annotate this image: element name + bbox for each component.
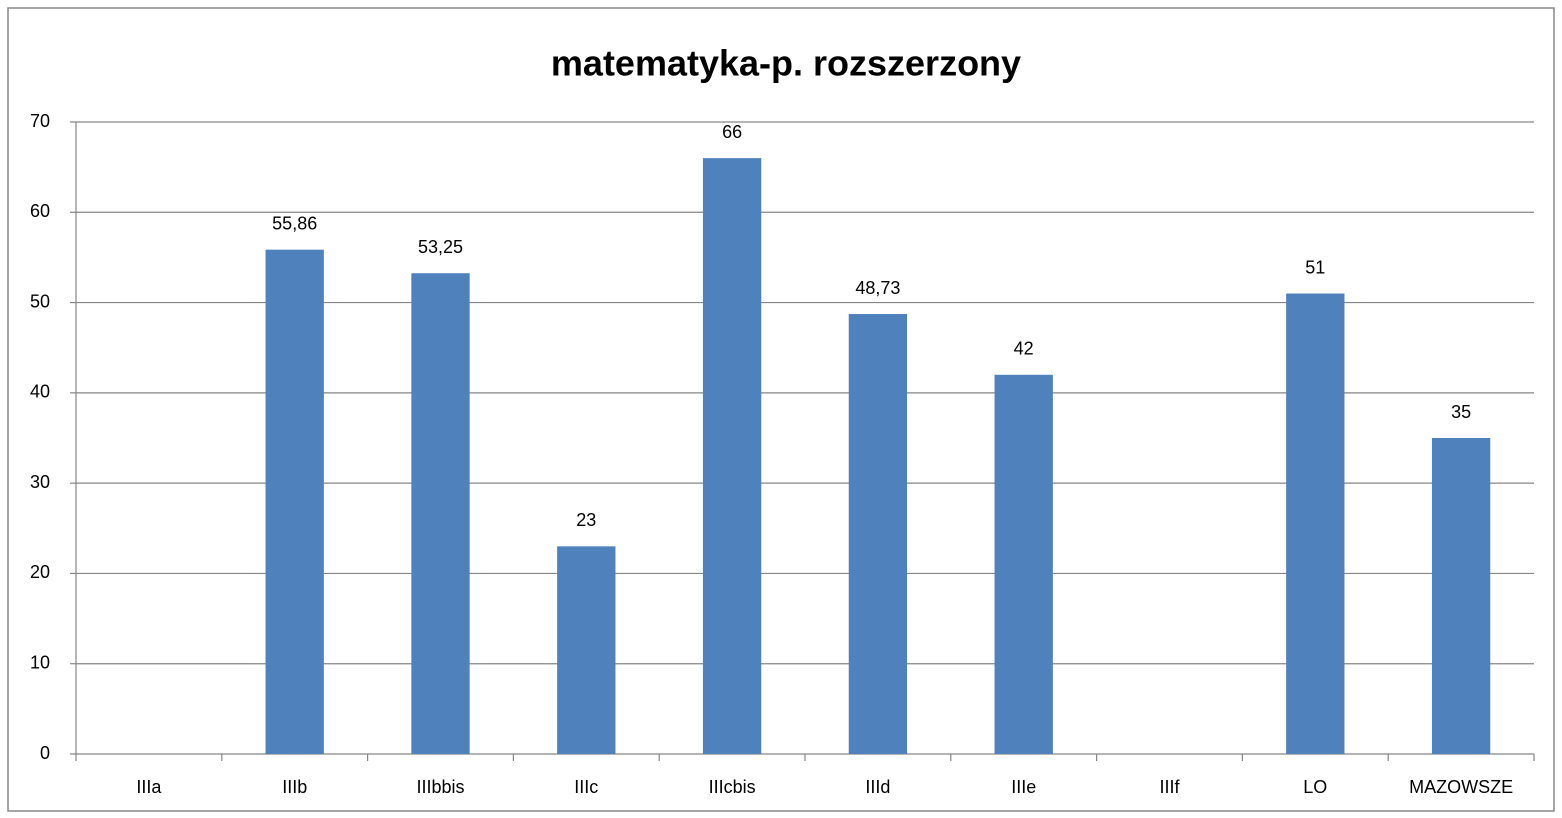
x-tick-label: IIIf bbox=[1159, 777, 1180, 797]
bar bbox=[994, 374, 1053, 754]
bar bbox=[411, 273, 470, 754]
y-tick-label: 30 bbox=[30, 472, 50, 492]
x-tick-label: IIIe bbox=[1011, 777, 1036, 797]
data-label: 55,86 bbox=[272, 213, 317, 233]
x-tick-label: IIIb bbox=[282, 777, 307, 797]
y-tick-label: 60 bbox=[30, 201, 50, 221]
data-label: 23 bbox=[576, 510, 596, 530]
bar bbox=[848, 314, 908, 754]
data-label: 42 bbox=[1014, 339, 1034, 359]
x-tick-label: IIIc bbox=[574, 777, 598, 797]
bar bbox=[557, 546, 616, 754]
chart-title: matematyka-p. rozszerzony bbox=[551, 43, 1021, 84]
x-tick-label: LO bbox=[1303, 777, 1327, 797]
x-tick-label: IIIcbis bbox=[709, 777, 756, 797]
y-tick-label: 0 bbox=[40, 743, 50, 763]
data-label: 35 bbox=[1451, 402, 1471, 422]
data-label: 48,73 bbox=[855, 278, 900, 298]
data-label: 53,25 bbox=[418, 237, 463, 257]
x-tick-label: IIIa bbox=[136, 777, 162, 797]
x-tick-label: IIIbbis bbox=[416, 777, 464, 797]
y-tick-label: 40 bbox=[30, 382, 50, 402]
data-label: 66 bbox=[722, 122, 742, 142]
y-tick-label: 20 bbox=[30, 562, 50, 582]
y-tick-label: 70 bbox=[30, 111, 50, 131]
bar bbox=[1431, 438, 1491, 754]
x-tick-label: MAZOWSZE bbox=[1409, 777, 1513, 797]
data-label: 51 bbox=[1305, 257, 1325, 277]
bar bbox=[1286, 293, 1345, 754]
bar bbox=[265, 249, 324, 754]
y-tick-label: 10 bbox=[30, 652, 50, 672]
bar bbox=[702, 158, 762, 755]
x-tick-label: IIId bbox=[865, 777, 890, 797]
y-tick-label: 50 bbox=[30, 291, 50, 311]
